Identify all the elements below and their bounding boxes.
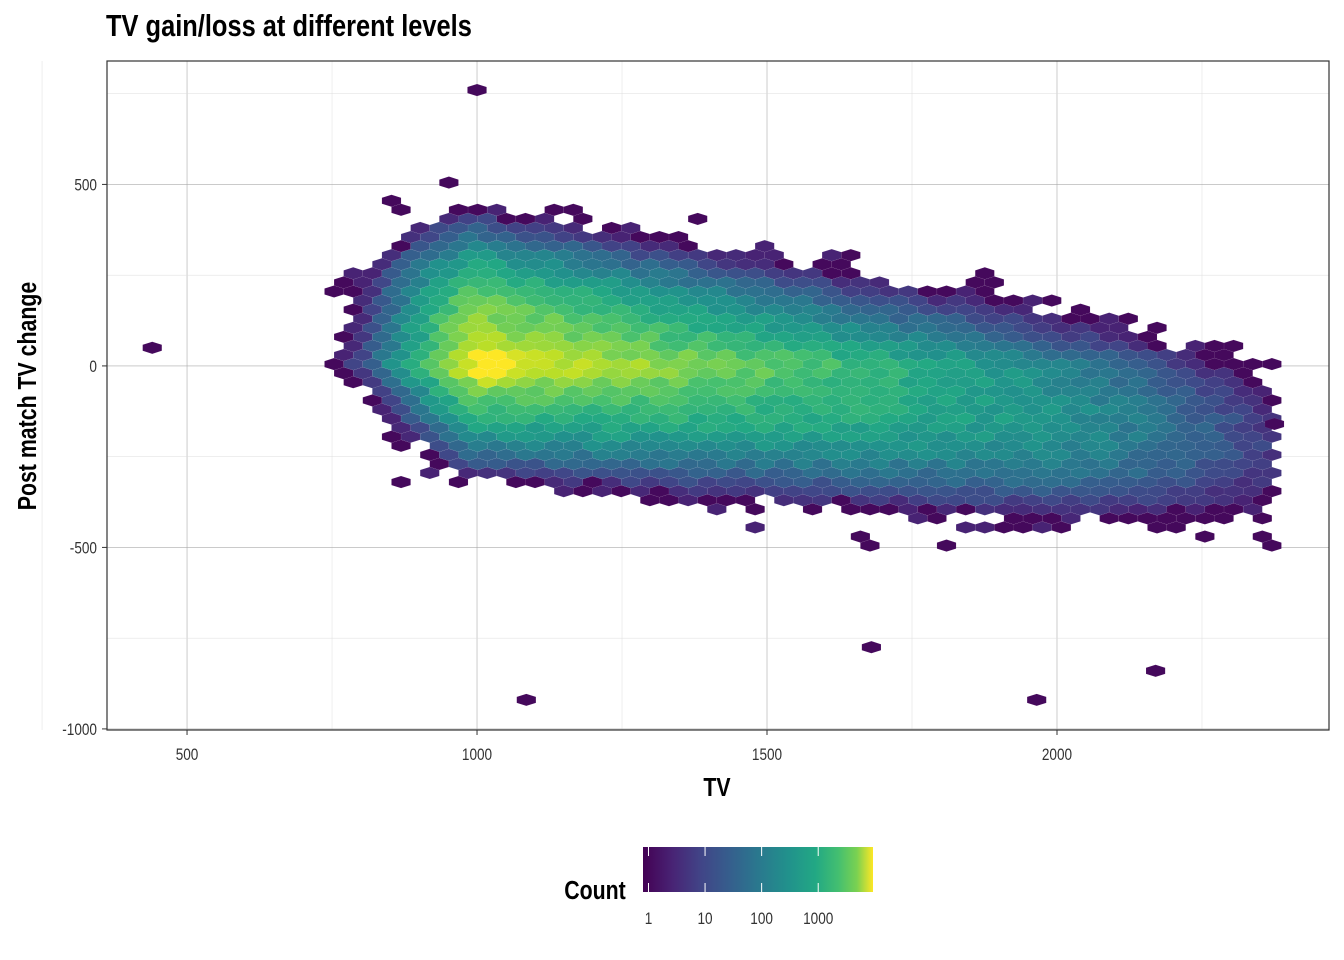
hexbin-cell bbox=[1145, 664, 1166, 678]
x-tick-label: 1500 bbox=[752, 746, 782, 765]
legend-tick-label: 1000 bbox=[803, 910, 833, 929]
x-axis-label: TV bbox=[703, 773, 730, 803]
hexbin-cell bbox=[1223, 339, 1244, 353]
hexbin-cell bbox=[1026, 693, 1047, 707]
y-tick-label: -500 bbox=[70, 539, 97, 558]
hexbin-cell bbox=[620, 221, 641, 235]
legend-ticks: 1 10 100 1000 bbox=[645, 847, 833, 929]
hexbin-cell bbox=[850, 530, 871, 543]
hexbin-cell bbox=[1070, 303, 1091, 316]
y-axis-label: Post match TV change bbox=[13, 282, 43, 511]
hexbin-cell bbox=[516, 693, 537, 707]
hexbin-cell bbox=[1195, 530, 1215, 543]
x-tick-label: 500 bbox=[176, 746, 199, 765]
hexbin-cell bbox=[869, 276, 890, 289]
hexbin-cell bbox=[975, 521, 995, 534]
hexbin-cell bbox=[439, 176, 459, 189]
hexbin-cell bbox=[745, 521, 765, 534]
chart-title: TV gain/loss at different levels bbox=[106, 8, 472, 43]
hexbin-cell bbox=[936, 539, 957, 552]
hexbin-cell bbox=[1042, 294, 1062, 307]
hexbin-cell bbox=[861, 640, 882, 654]
y-tick-label: 0 bbox=[89, 358, 97, 377]
hexbin-cell bbox=[467, 83, 487, 97]
hexbin-cell bbox=[687, 212, 708, 226]
hexbin-cell bbox=[142, 341, 163, 355]
y-tick-label: -1000 bbox=[62, 721, 97, 740]
hexbin-cell bbox=[1264, 417, 1285, 431]
x-tick-label: 1000 bbox=[462, 746, 492, 765]
legend-tick-label: 100 bbox=[750, 910, 773, 929]
hexbin-cell bbox=[668, 230, 689, 244]
legend-tick-label: 10 bbox=[698, 910, 713, 929]
hexbin-cell bbox=[955, 521, 976, 534]
x-tick-label: 2000 bbox=[1042, 746, 1072, 765]
hexbin-cell bbox=[1147, 321, 1167, 335]
hexbin-cell bbox=[381, 194, 402, 208]
hexbin-cell bbox=[754, 239, 775, 253]
legend-colorbar bbox=[643, 847, 873, 892]
hexbin-cell bbox=[486, 203, 507, 217]
hexbin-cell bbox=[1262, 357, 1282, 371]
hexbin-cell bbox=[1118, 312, 1139, 325]
hexbins bbox=[142, 83, 1285, 707]
hexbin-cell bbox=[975, 267, 995, 280]
plot-panel-border bbox=[106, 60, 1330, 731]
hexbin-cell bbox=[391, 475, 411, 489]
hexbin-cell bbox=[563, 203, 584, 217]
hexbin-cell bbox=[1252, 530, 1273, 543]
legend-tick-label: 1 bbox=[645, 910, 653, 929]
hexbin-cell bbox=[841, 248, 861, 262]
axis-ticks: 500 1000 1500 2000 500 0 -500 -1000 bbox=[62, 176, 1072, 764]
legend-title: Count bbox=[564, 876, 626, 906]
y-tick-label: 500 bbox=[74, 176, 97, 195]
